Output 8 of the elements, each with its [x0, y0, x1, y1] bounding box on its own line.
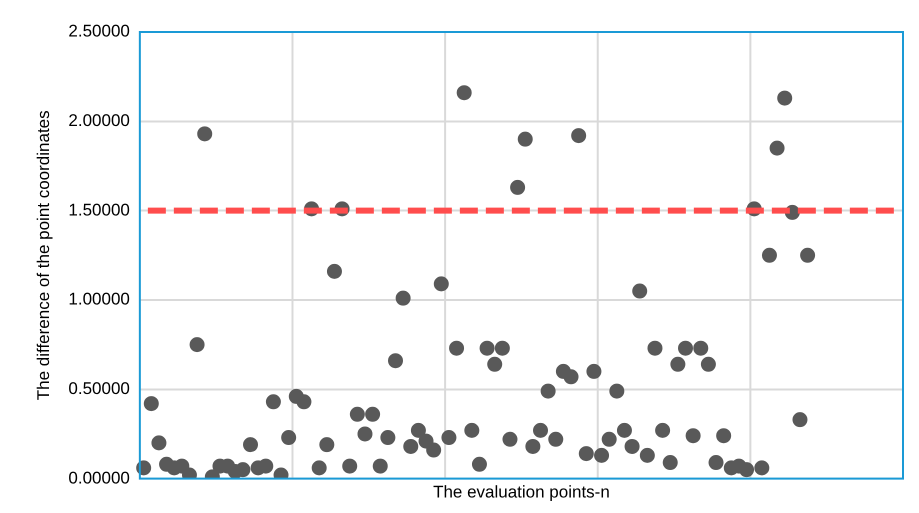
y-tick-label: 1.50000 — [68, 200, 130, 220]
y-axis-title: The difference of the point coordinates — [34, 110, 53, 400]
y-tick-label: 2.00000 — [68, 111, 130, 130]
y-tick-label: 1.00000 — [68, 290, 130, 309]
x-axis-title: The evaluation points-n — [433, 482, 610, 502]
y-tick-label: 0.50000 — [68, 378, 130, 398]
y-tick-label: 2.50000 — [68, 22, 130, 41]
y-tick-label: 0.00000 — [68, 468, 130, 488]
